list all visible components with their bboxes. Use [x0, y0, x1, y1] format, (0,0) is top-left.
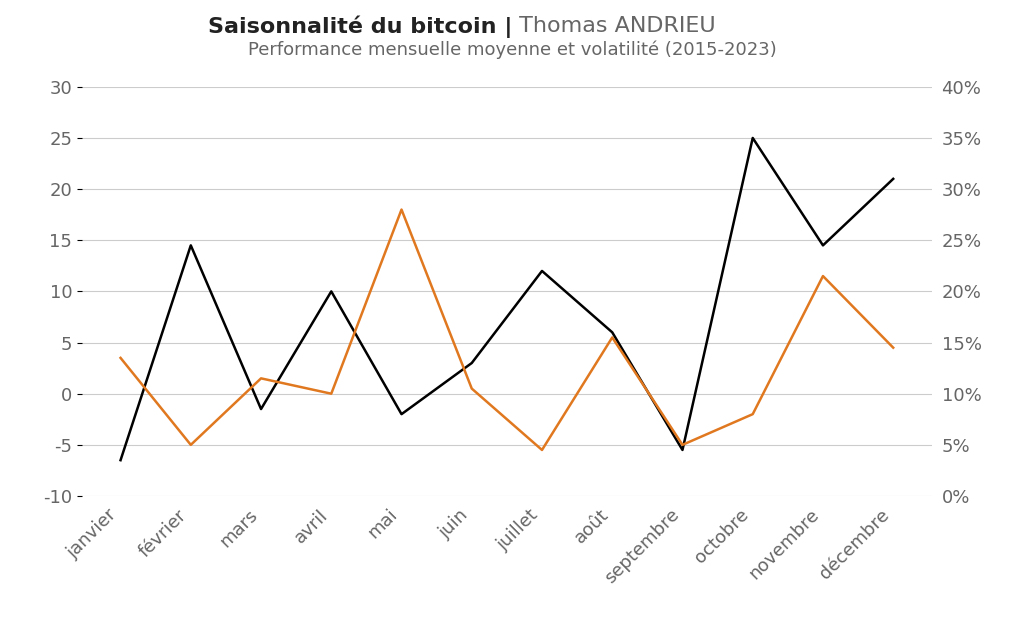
Text: Thomas ANDRIEU: Thomas ANDRIEU [512, 16, 716, 35]
Text: Saisonnalité du bitcoin |: Saisonnalité du bitcoin | [208, 16, 512, 38]
Text: Performance mensuelle moyenne et volatilité (2015-2023): Performance mensuelle moyenne et volatil… [248, 40, 776, 59]
